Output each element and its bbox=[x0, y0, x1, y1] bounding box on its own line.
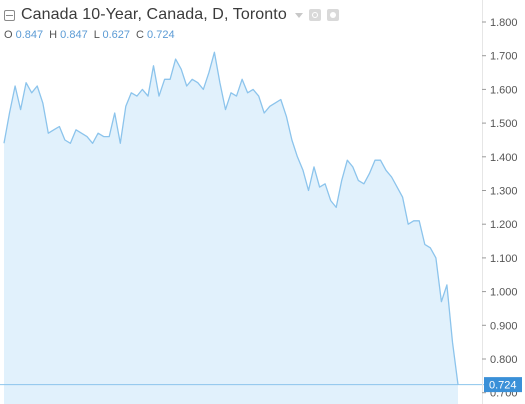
price-axis: 0.7000.8000.9001.0001.1001.2001.3001.400… bbox=[482, 0, 522, 404]
y-tick-label: 1.400 bbox=[490, 152, 518, 164]
chart-title: Canada 10-Year, Canada, D, Toronto bbox=[21, 6, 287, 23]
ohlc-close: C 0.724 bbox=[136, 29, 175, 41]
y-tick-label: 0.900 bbox=[490, 320, 518, 332]
settings-icon[interactable] bbox=[326, 9, 339, 21]
y-tick-label: 1.600 bbox=[490, 84, 518, 96]
ohlc-high: H 0.847 bbox=[49, 29, 88, 41]
plot-area bbox=[0, 51, 484, 404]
y-tick-label: 1.700 bbox=[490, 51, 518, 63]
ohlc-low: L 0.627 bbox=[93, 29, 131, 41]
ohlc-open: O 0.847 bbox=[4, 29, 44, 41]
ohlc-legend: O 0.847 H 0.847 L 0.627 C 0.724 bbox=[4, 29, 175, 41]
y-tick-label: 0.800 bbox=[490, 354, 518, 366]
y-tick-label: 1.200 bbox=[490, 219, 518, 231]
y-tick-label: 1.100 bbox=[490, 253, 518, 265]
y-tick-label: 1.500 bbox=[490, 118, 518, 130]
last-value-label: 0.724 bbox=[489, 380, 517, 392]
visibility-icon[interactable] bbox=[308, 9, 321, 21]
chart-header: Canada 10-Year, Canada, D, Toronto bbox=[4, 6, 339, 24]
y-tick-label: 1.300 bbox=[490, 186, 518, 198]
series-line bbox=[3, 51, 459, 385]
y-tick-label: 1.800 bbox=[490, 17, 518, 29]
last-value-box bbox=[484, 377, 522, 393]
collapse-icon[interactable] bbox=[4, 9, 15, 21]
y-tick-label: 1.000 bbox=[490, 287, 518, 299]
chevron-down-icon[interactable] bbox=[294, 12, 303, 18]
area-fill bbox=[4, 52, 458, 404]
